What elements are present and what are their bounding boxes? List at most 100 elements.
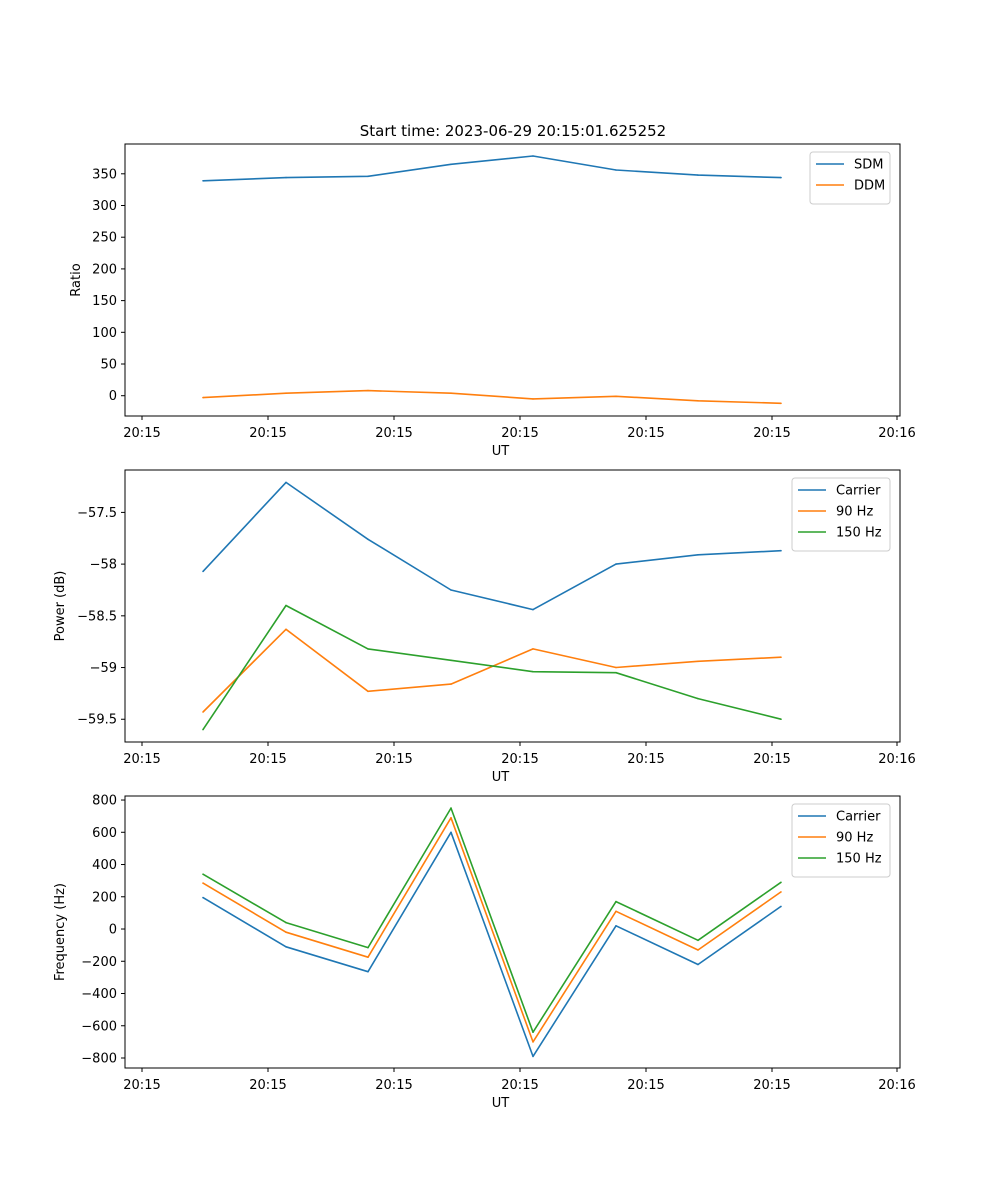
y-tick-label: −58 bbox=[90, 558, 117, 573]
data-point bbox=[697, 697, 699, 700]
data-point bbox=[697, 939, 699, 942]
y-tick-label: 350 bbox=[92, 167, 117, 182]
y-tick-label: 400 bbox=[92, 858, 117, 873]
data-point bbox=[615, 563, 617, 565]
x-tick-label: 20:15 bbox=[501, 1078, 538, 1093]
y-tick-label: −57.5 bbox=[77, 506, 117, 521]
data-point bbox=[532, 648, 534, 650]
data-point bbox=[285, 946, 287, 948]
x-tick-label: 20:15 bbox=[627, 752, 664, 767]
x-axis-label: UT bbox=[492, 770, 510, 785]
legend-label: 90 Hz bbox=[836, 505, 873, 520]
x-axis-label: UT bbox=[492, 444, 510, 459]
data-point bbox=[202, 728, 204, 731]
data-point bbox=[697, 949, 699, 951]
data-point bbox=[202, 711, 204, 713]
axes-frame bbox=[124, 469, 901, 743]
x-tick-label: 20:15 bbox=[753, 1078, 790, 1093]
data-point bbox=[367, 648, 369, 650]
x-tick-label: 20:15 bbox=[753, 752, 790, 767]
data-point bbox=[697, 400, 699, 402]
data-point bbox=[450, 659, 452, 662]
data-point bbox=[532, 1055, 534, 1058]
x-tick-label: 20:16 bbox=[878, 1078, 915, 1093]
x-tick-label: 20:16 bbox=[878, 752, 915, 767]
x-tick-label: 20:15 bbox=[501, 426, 538, 441]
y-axis-label: Ratio bbox=[69, 263, 84, 296]
data-point bbox=[615, 169, 617, 171]
y-axis-label: Frequency (Hz) bbox=[53, 883, 68, 981]
series-line-150-hz bbox=[202, 807, 782, 1033]
y-tick-label: 200 bbox=[92, 890, 117, 905]
figure-title: Start time: 2023-06-29 20:15:01.625252 bbox=[360, 122, 666, 140]
x-tick-label: 20:15 bbox=[375, 752, 412, 767]
legend-label: Carrier bbox=[836, 810, 881, 825]
y-tick-label: 0 bbox=[109, 923, 117, 938]
y-tick-label: 200 bbox=[92, 262, 117, 277]
y-tick-label: −400 bbox=[81, 987, 117, 1002]
x-tick-label: 20:15 bbox=[753, 426, 790, 441]
data-point bbox=[450, 392, 452, 395]
data-point bbox=[285, 921, 287, 924]
x-tick-label: 20:15 bbox=[123, 752, 160, 767]
legend-label: Carrier bbox=[836, 484, 881, 499]
x-tick-label: 20:15 bbox=[249, 426, 286, 441]
series-line-carrier bbox=[202, 831, 782, 1058]
data-point bbox=[780, 718, 782, 720]
x-tick-label: 20:15 bbox=[249, 752, 286, 767]
legend-label: 150 Hz bbox=[836, 852, 882, 867]
data-point bbox=[367, 175, 369, 178]
data-point bbox=[780, 549, 782, 552]
data-point bbox=[532, 155, 534, 157]
x-tick-label: 20:15 bbox=[375, 426, 412, 441]
y-tick-label: 150 bbox=[92, 294, 117, 309]
y-tick-label: −800 bbox=[81, 1052, 117, 1067]
data-point bbox=[780, 881, 782, 884]
data-point bbox=[780, 905, 782, 908]
data-point bbox=[780, 402, 782, 405]
data-point bbox=[780, 656, 782, 658]
legend-label: 90 Hz bbox=[836, 831, 873, 846]
data-point bbox=[450, 831, 452, 834]
y-tick-label: 600 bbox=[92, 826, 117, 841]
data-point bbox=[615, 666, 617, 669]
data-point bbox=[697, 963, 699, 966]
data-point bbox=[285, 176, 287, 179]
y-tick-label: 100 bbox=[92, 326, 117, 341]
x-tick-label: 20:15 bbox=[627, 1078, 664, 1093]
legend-label: SDM bbox=[854, 158, 883, 173]
series-line-150-hz bbox=[202, 604, 782, 731]
x-tick-label: 20:15 bbox=[123, 1078, 160, 1093]
panels: 0 50 100 150 200 250 300 350 20:15 20:15 20:15 20:1… bbox=[53, 143, 916, 1111]
series-line-90-hz bbox=[202, 816, 782, 1043]
data-point bbox=[367, 956, 369, 958]
data-point bbox=[285, 481, 287, 484]
x-axis-label: UT bbox=[492, 1096, 510, 1111]
data-point bbox=[285, 604, 287, 607]
data-point bbox=[450, 817, 452, 819]
axes-frame bbox=[124, 143, 901, 417]
data-point bbox=[367, 389, 369, 392]
data-point bbox=[780, 891, 782, 893]
data-point bbox=[615, 900, 617, 903]
data-point bbox=[697, 174, 699, 176]
data-point bbox=[367, 946, 369, 949]
y-tick-label: 0 bbox=[109, 389, 117, 404]
panel-3: 800 600 400 200 0 −200 −400 −600 −800 20:15 20:15 2… bbox=[53, 794, 916, 1111]
y-tick-label: 300 bbox=[92, 199, 117, 214]
data-point bbox=[450, 589, 452, 591]
data-point bbox=[532, 670, 534, 673]
legend: SDM DDM bbox=[809, 151, 891, 205]
data-point bbox=[780, 176, 782, 179]
x-tick-label: 20:15 bbox=[249, 1078, 286, 1093]
y-tick-label: −58.5 bbox=[77, 609, 117, 624]
data-point bbox=[697, 660, 699, 663]
data-point bbox=[697, 554, 699, 556]
data-point bbox=[202, 180, 204, 182]
y-tick-label: −59 bbox=[90, 661, 117, 676]
y-tick-label: 800 bbox=[92, 794, 117, 809]
data-point bbox=[615, 395, 617, 398]
series-line-sdm bbox=[202, 155, 782, 182]
y-tick-label: −59.5 bbox=[77, 713, 117, 728]
